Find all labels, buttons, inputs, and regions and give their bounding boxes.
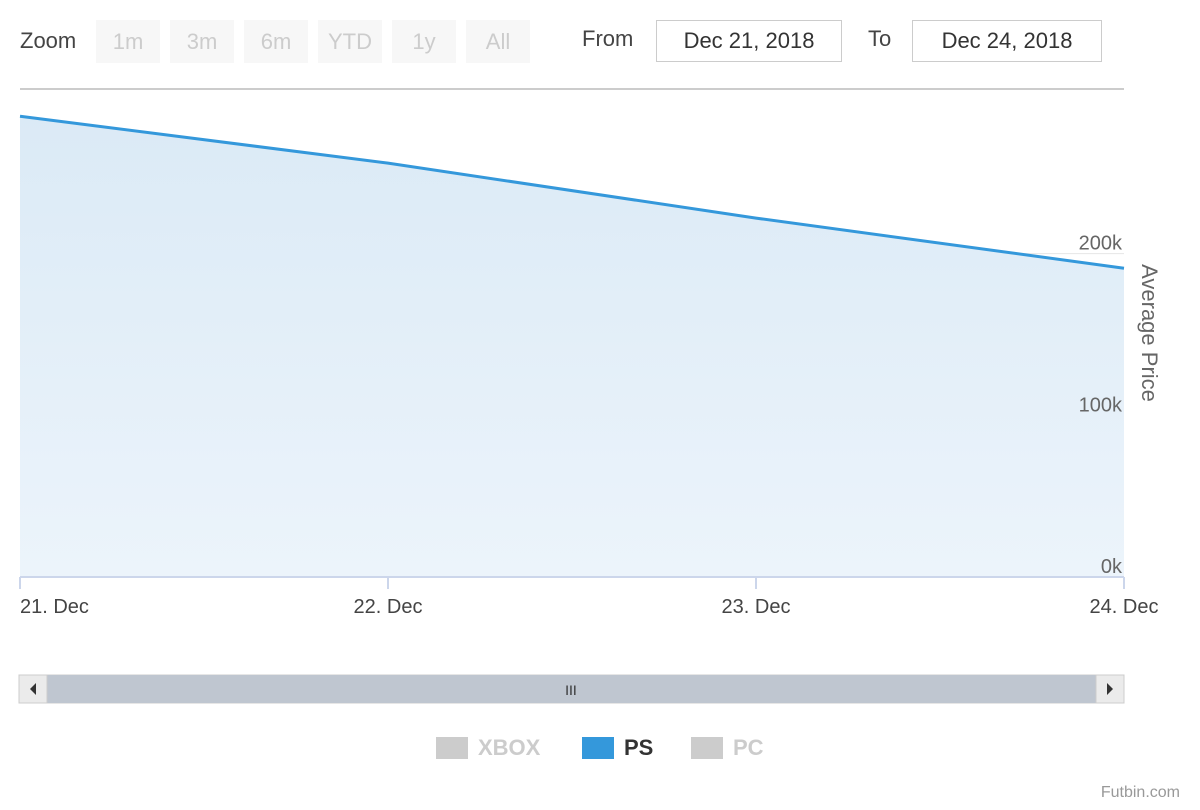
zoom-button-6m[interactable]: 6m <box>244 20 308 63</box>
x-tick-label: 23. Dec <box>722 596 791 618</box>
zoom-label: Zoom <box>20 28 77 53</box>
y-tick-label: 100k <box>1079 394 1123 416</box>
legend-item-xbox[interactable]: XBOX <box>436 735 540 761</box>
scroll-right-button[interactable] <box>1095 674 1125 704</box>
legend-swatch <box>582 737 614 759</box>
legend-item-pc[interactable]: PC <box>691 735 764 761</box>
legend-swatch <box>436 737 468 759</box>
y-axis-title: Average Price <box>1137 264 1162 402</box>
zoom-button-3m[interactable]: 3m <box>170 20 234 63</box>
arrow-right-icon <box>1107 683 1113 695</box>
navigator-scrollbar[interactable]: III <box>18 674 1125 704</box>
legend-label: PS <box>624 735 654 760</box>
arrow-left-icon <box>30 683 36 695</box>
legend-label: XBOX <box>478 735 541 760</box>
ps-area <box>20 116 1124 577</box>
x-tick-label: 21. Dec <box>20 596 89 618</box>
y-tick-label: 0k <box>1101 556 1123 578</box>
x-tick-label: 22. Dec <box>354 596 423 618</box>
zoom-button-1y[interactable]: 1y <box>392 20 456 63</box>
to-date-input[interactable]: Dec 24, 2018 <box>912 20 1102 62</box>
ps-line <box>19 114 1125 270</box>
zoom-button-ytd[interactable]: YTD <box>318 20 382 63</box>
legend-item-ps[interactable]: PS <box>582 735 653 761</box>
scrollbar-thumb[interactable] <box>47 675 1096 703</box>
from-date-input[interactable]: Dec 21, 2018 <box>656 20 842 62</box>
credit-link[interactable]: Futbin.com <box>1100 784 1180 801</box>
legend-swatch <box>691 737 723 759</box>
legend-label: PC <box>733 735 764 760</box>
scrollbar-grip[interactable]: III <box>565 682 577 698</box>
y-tick-label: 200k <box>1079 233 1123 255</box>
to-label: To <box>868 26 892 51</box>
from-label: From <box>582 26 634 51</box>
x-tick-label: 24. Dec <box>1090 596 1159 618</box>
zoom-button-1m[interactable]: 1m <box>96 20 160 63</box>
zoom-button-all[interactable]: All <box>466 20 530 63</box>
